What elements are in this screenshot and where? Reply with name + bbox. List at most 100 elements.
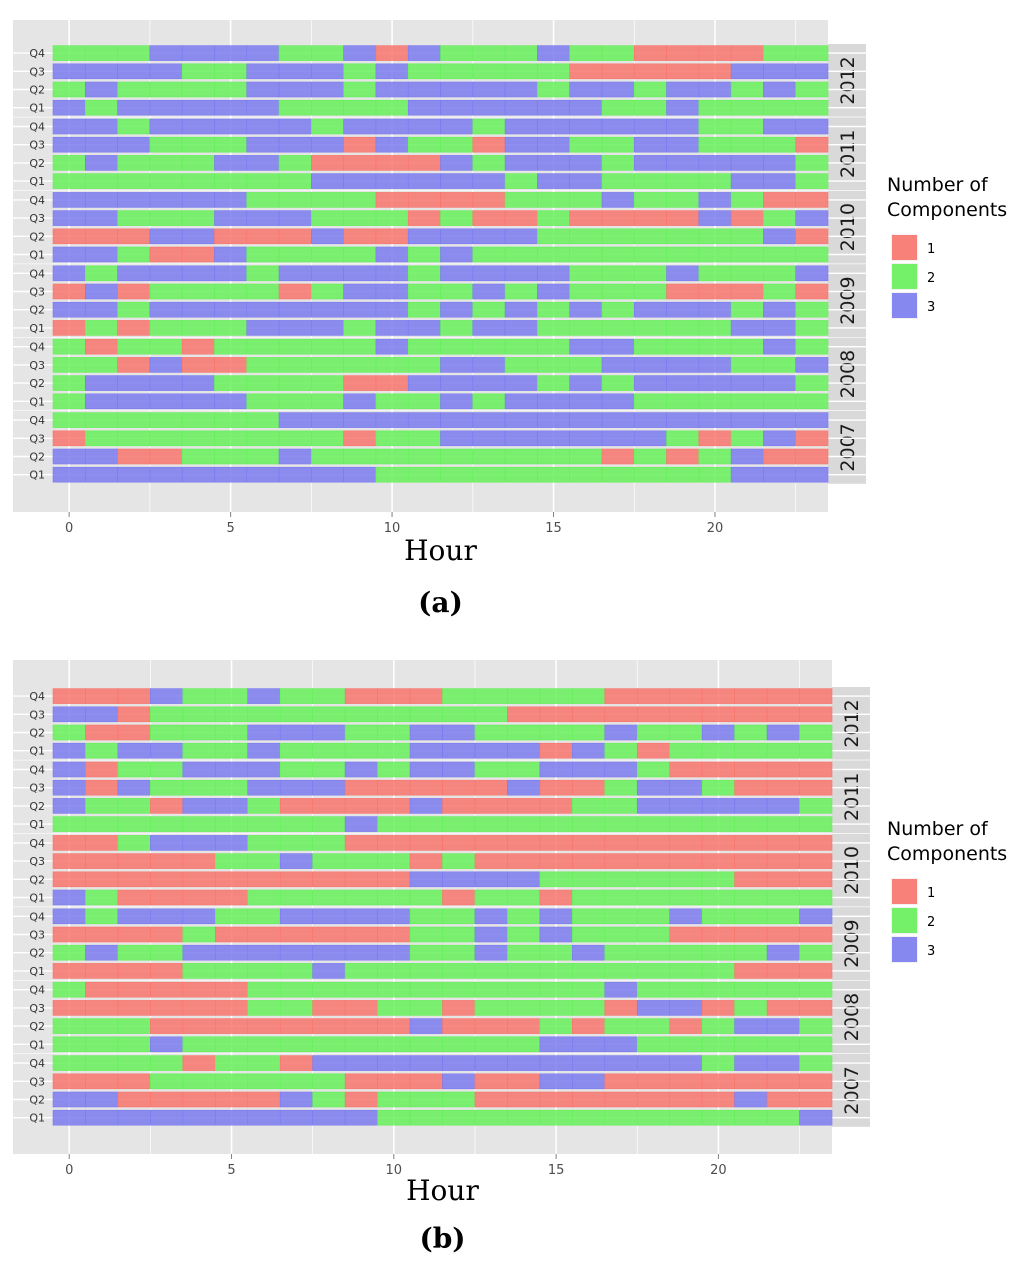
quarter-label: Q4	[29, 121, 45, 134]
heat-tile	[701, 724, 735, 741]
heat-tile	[344, 981, 378, 998]
heat-tile	[312, 1091, 346, 1108]
heat-tile	[701, 944, 735, 961]
heat-tile	[407, 338, 441, 355]
heat-tile	[182, 926, 216, 943]
heat-tile	[669, 1018, 703, 1034]
heat-tile	[795, 246, 829, 263]
heat-tile	[701, 798, 735, 814]
heat-tile	[474, 1091, 508, 1108]
heat-tile	[698, 301, 732, 318]
heat-tile	[344, 798, 378, 814]
heat-tile	[311, 81, 344, 98]
heat-tile	[343, 192, 377, 208]
heat-tile	[698, 283, 732, 300]
year-separator	[13, 410, 866, 411]
heat-tile	[247, 908, 281, 925]
heat-tile	[214, 871, 249, 888]
heat-tile	[442, 779, 476, 796]
heat-tile	[734, 908, 768, 925]
heat-tile	[698, 136, 732, 153]
heat-tile	[537, 393, 570, 410]
heat-tile	[117, 63, 151, 80]
heat-tile	[52, 1109, 86, 1126]
heat-tile	[149, 301, 183, 318]
heat-tile	[442, 798, 476, 814]
heat-tile	[440, 45, 474, 61]
heat-tile	[181, 210, 215, 226]
heat-tile	[440, 81, 474, 98]
heat-tile	[698, 45, 732, 61]
heat-tile	[440, 412, 474, 428]
heat-tile	[636, 688, 671, 704]
heat-tile	[407, 357, 441, 373]
heat-tile	[799, 1091, 833, 1108]
heat-tile	[52, 1036, 86, 1053]
heat-tile	[766, 706, 800, 723]
heat-tile	[52, 393, 86, 410]
heat-tile	[85, 706, 119, 723]
year-separator	[13, 263, 866, 265]
heat-tile	[537, 301, 570, 318]
heat-tile	[375, 301, 409, 318]
heat-tile	[734, 816, 768, 832]
heat-tile	[601, 99, 635, 116]
heat-tile	[150, 779, 184, 796]
heat-tile	[636, 1109, 671, 1126]
heat-tile	[214, 908, 249, 925]
heat-tile	[407, 301, 441, 318]
heat-tile	[795, 155, 829, 171]
heat-tile	[52, 430, 86, 447]
heat-tile	[440, 320, 474, 336]
heat-tile	[601, 81, 635, 98]
heat-tile	[539, 742, 573, 759]
heat-tile	[149, 136, 183, 153]
heat-tile	[149, 81, 183, 98]
heat-tile	[474, 1055, 508, 1071]
quarter-label: Q2	[29, 1094, 45, 1107]
legend-key-2	[892, 908, 917, 933]
heat-tile	[472, 466, 506, 483]
heat-tile	[375, 320, 409, 336]
heat-tile	[504, 375, 538, 391]
heat-tile	[344, 816, 378, 832]
heat-tile	[601, 448, 635, 465]
heat-tile	[85, 963, 119, 979]
heat-tile	[181, 136, 215, 153]
heat-tile	[278, 246, 312, 263]
heat-tile	[311, 99, 344, 116]
heat-tile	[311, 173, 344, 189]
heat-tile	[474, 944, 508, 961]
heat-tile	[472, 338, 506, 355]
heat-tile	[117, 357, 151, 373]
heat-tile	[734, 798, 768, 814]
heat-tile	[84, 265, 118, 282]
heat-tile	[279, 1073, 313, 1090]
heat-tile	[539, 1000, 573, 1016]
heat-tile	[214, 835, 249, 851]
heat-tile	[150, 1091, 184, 1108]
heat-tile	[279, 871, 313, 888]
heat-tile	[247, 688, 281, 704]
heat-tile	[343, 412, 377, 428]
heat-tile	[409, 835, 443, 851]
heat-tile	[666, 301, 700, 318]
heat-tile	[504, 173, 538, 189]
heat-tile	[440, 430, 474, 447]
heat-tile	[636, 1091, 671, 1108]
heat-tile	[504, 466, 538, 483]
heat-tile	[214, 761, 249, 778]
heat-tile	[150, 1000, 184, 1016]
heat-tile	[343, 357, 377, 373]
heat-tile	[474, 926, 508, 943]
heat-tile	[572, 1036, 606, 1053]
heat-tile	[633, 301, 667, 318]
heat-tile	[763, 246, 797, 263]
heat-tile	[247, 871, 281, 888]
heat-tile	[440, 301, 474, 318]
heat-tile	[312, 798, 346, 814]
heat-tile	[84, 136, 118, 153]
heat-tile	[377, 779, 411, 796]
heat-tile	[52, 173, 86, 189]
heat-tile	[117, 798, 151, 814]
